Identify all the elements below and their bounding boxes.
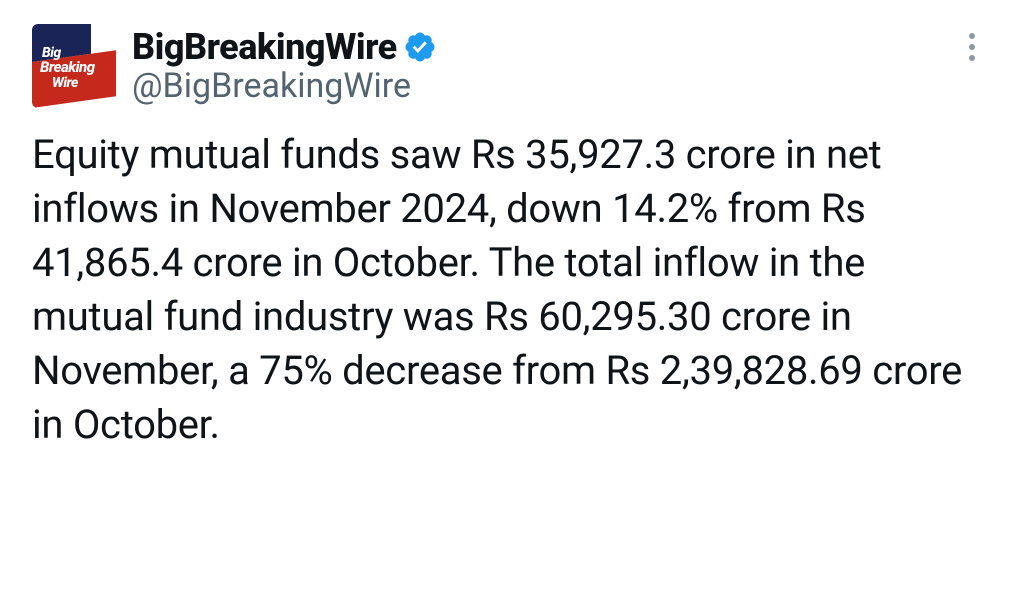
display-name-row: BigBreakingWire <box>132 26 936 68</box>
avatar-text-line3: Wire <box>52 76 78 90</box>
display-name[interactable]: BigBreakingWire <box>132 26 397 68</box>
tweet-container: Big Breaking Wire BigBreakingWire @BigBr… <box>32 24 992 452</box>
handle[interactable]: @BigBreakingWire <box>132 66 936 106</box>
tweet-body-text: Equity mutual funds saw Rs 35,927.3 cror… <box>32 128 992 452</box>
user-info: BigBreakingWire @BigBreakingWire <box>132 24 936 106</box>
avatar[interactable]: Big Breaking Wire <box>32 24 116 108</box>
tweet-header: Big Breaking Wire BigBreakingWire @BigBr… <box>32 24 992 108</box>
avatar-text-line2: Breaking <box>40 60 95 75</box>
more-options-button[interactable] <box>952 24 992 64</box>
more-icon <box>969 33 975 61</box>
verified-badge-icon <box>403 30 437 64</box>
